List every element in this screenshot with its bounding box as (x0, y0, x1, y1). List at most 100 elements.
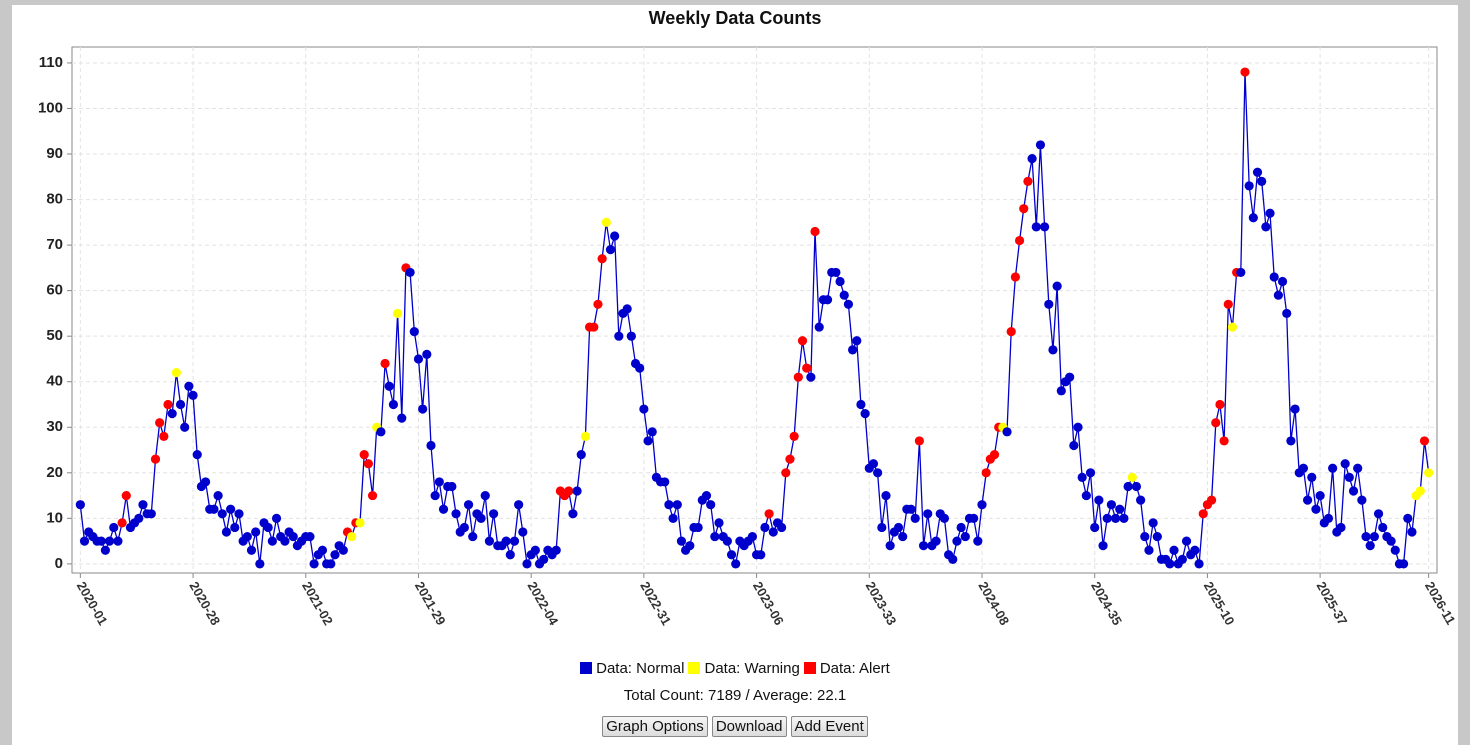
data-point (230, 522, 240, 533)
x-tick-label: 2020-28 (186, 579, 223, 628)
data-point (1399, 559, 1409, 569)
data-point (1315, 490, 1325, 501)
data-point (626, 331, 636, 341)
data-point (1006, 327, 1016, 337)
y-tick-label: 60 (46, 282, 63, 299)
data-point (426, 440, 436, 451)
button[interactable]: Download (711, 716, 787, 737)
data-point (835, 276, 845, 287)
y-tick-label: 70 (46, 236, 63, 253)
button[interactable]: Graph Options (602, 716, 708, 737)
legend-item: Data: Warning (688, 660, 800, 677)
legend-swatch (688, 662, 701, 674)
x-tick-label: 2025-10 (1201, 579, 1238, 628)
data-point (710, 531, 720, 542)
data-point (1407, 527, 1417, 537)
data-point (973, 536, 983, 546)
data-point (288, 531, 298, 542)
data-point (476, 513, 486, 523)
data-point (1002, 427, 1012, 437)
data-point (1014, 235, 1025, 246)
data-point (1261, 222, 1271, 232)
data-point (898, 531, 908, 542)
data-point (221, 527, 232, 537)
y-tick-label: 10 (46, 509, 63, 526)
x-tick-label: 2025-37 (1314, 579, 1351, 628)
data-point (509, 536, 520, 546)
data-point (1273, 290, 1283, 300)
data-point (326, 559, 336, 569)
data-point (1181, 536, 1192, 546)
data-point (263, 522, 273, 533)
data-point (1081, 490, 1091, 501)
chart: Weekly Data Counts 0 10 20 30 40 50 60 70 80 90 10… (38, 8, 1459, 629)
data-point (1298, 463, 1309, 473)
data-point (251, 527, 261, 537)
x-tick-label: 2021-29 (412, 579, 449, 628)
data-point (777, 522, 787, 533)
data-point (121, 490, 131, 501)
data-point (209, 504, 219, 514)
data-point (134, 513, 144, 523)
data-point (1269, 272, 1279, 282)
data-point (1311, 504, 1321, 514)
data-point (1110, 513, 1121, 523)
data-point (100, 545, 110, 555)
data-point (1223, 299, 1233, 309)
data-point (397, 413, 407, 423)
data-point (701, 490, 712, 501)
data-point (484, 536, 495, 546)
data-point (438, 504, 449, 514)
data-point (893, 522, 904, 533)
data-point (664, 500, 674, 510)
data-point (163, 399, 173, 410)
data-point (781, 468, 791, 478)
data-point (155, 418, 165, 428)
data-point (1336, 522, 1346, 533)
data-point (931, 536, 941, 546)
data-point (330, 550, 340, 560)
data-point (852, 336, 862, 346)
data-point (906, 504, 916, 514)
data-point (1027, 153, 1037, 164)
data-point (806, 372, 816, 382)
data-point (1369, 531, 1379, 542)
data-point (367, 490, 378, 501)
data-point (814, 322, 824, 332)
data-point (1077, 472, 1087, 482)
data-point (1227, 322, 1238, 332)
data-point (1236, 267, 1246, 278)
data-point (267, 536, 277, 546)
data-point (722, 536, 732, 546)
data-point (384, 381, 394, 391)
data-point (1386, 536, 1396, 546)
data-point (614, 331, 624, 341)
data-point (113, 536, 123, 546)
button[interactable]: Add Event (790, 716, 868, 737)
data-point (918, 541, 929, 551)
x-tick-label: 2020-01 (74, 579, 111, 628)
data-point (593, 299, 603, 309)
data-point (731, 559, 741, 569)
data-point (1069, 440, 1079, 451)
data-point (150, 454, 161, 464)
data-point (789, 431, 799, 441)
data-point (217, 509, 227, 519)
data-point (1248, 213, 1258, 223)
data-point (167, 409, 177, 419)
data-point (1378, 522, 1388, 533)
data-point (1073, 422, 1083, 432)
data-point (271, 513, 282, 523)
data-point (418, 404, 428, 414)
data-point (184, 381, 194, 391)
data-point (726, 550, 737, 560)
data-point (1244, 181, 1254, 191)
y-tick-label: 20 (46, 464, 63, 481)
data-point (104, 536, 115, 546)
legend: Data: Normal Data: Warning Data: Alert (0, 660, 1470, 677)
data-point (1148, 518, 1158, 528)
data-point (1098, 541, 1108, 551)
data-point (873, 468, 883, 478)
data-point (877, 522, 887, 533)
legend-swatch (803, 662, 816, 674)
